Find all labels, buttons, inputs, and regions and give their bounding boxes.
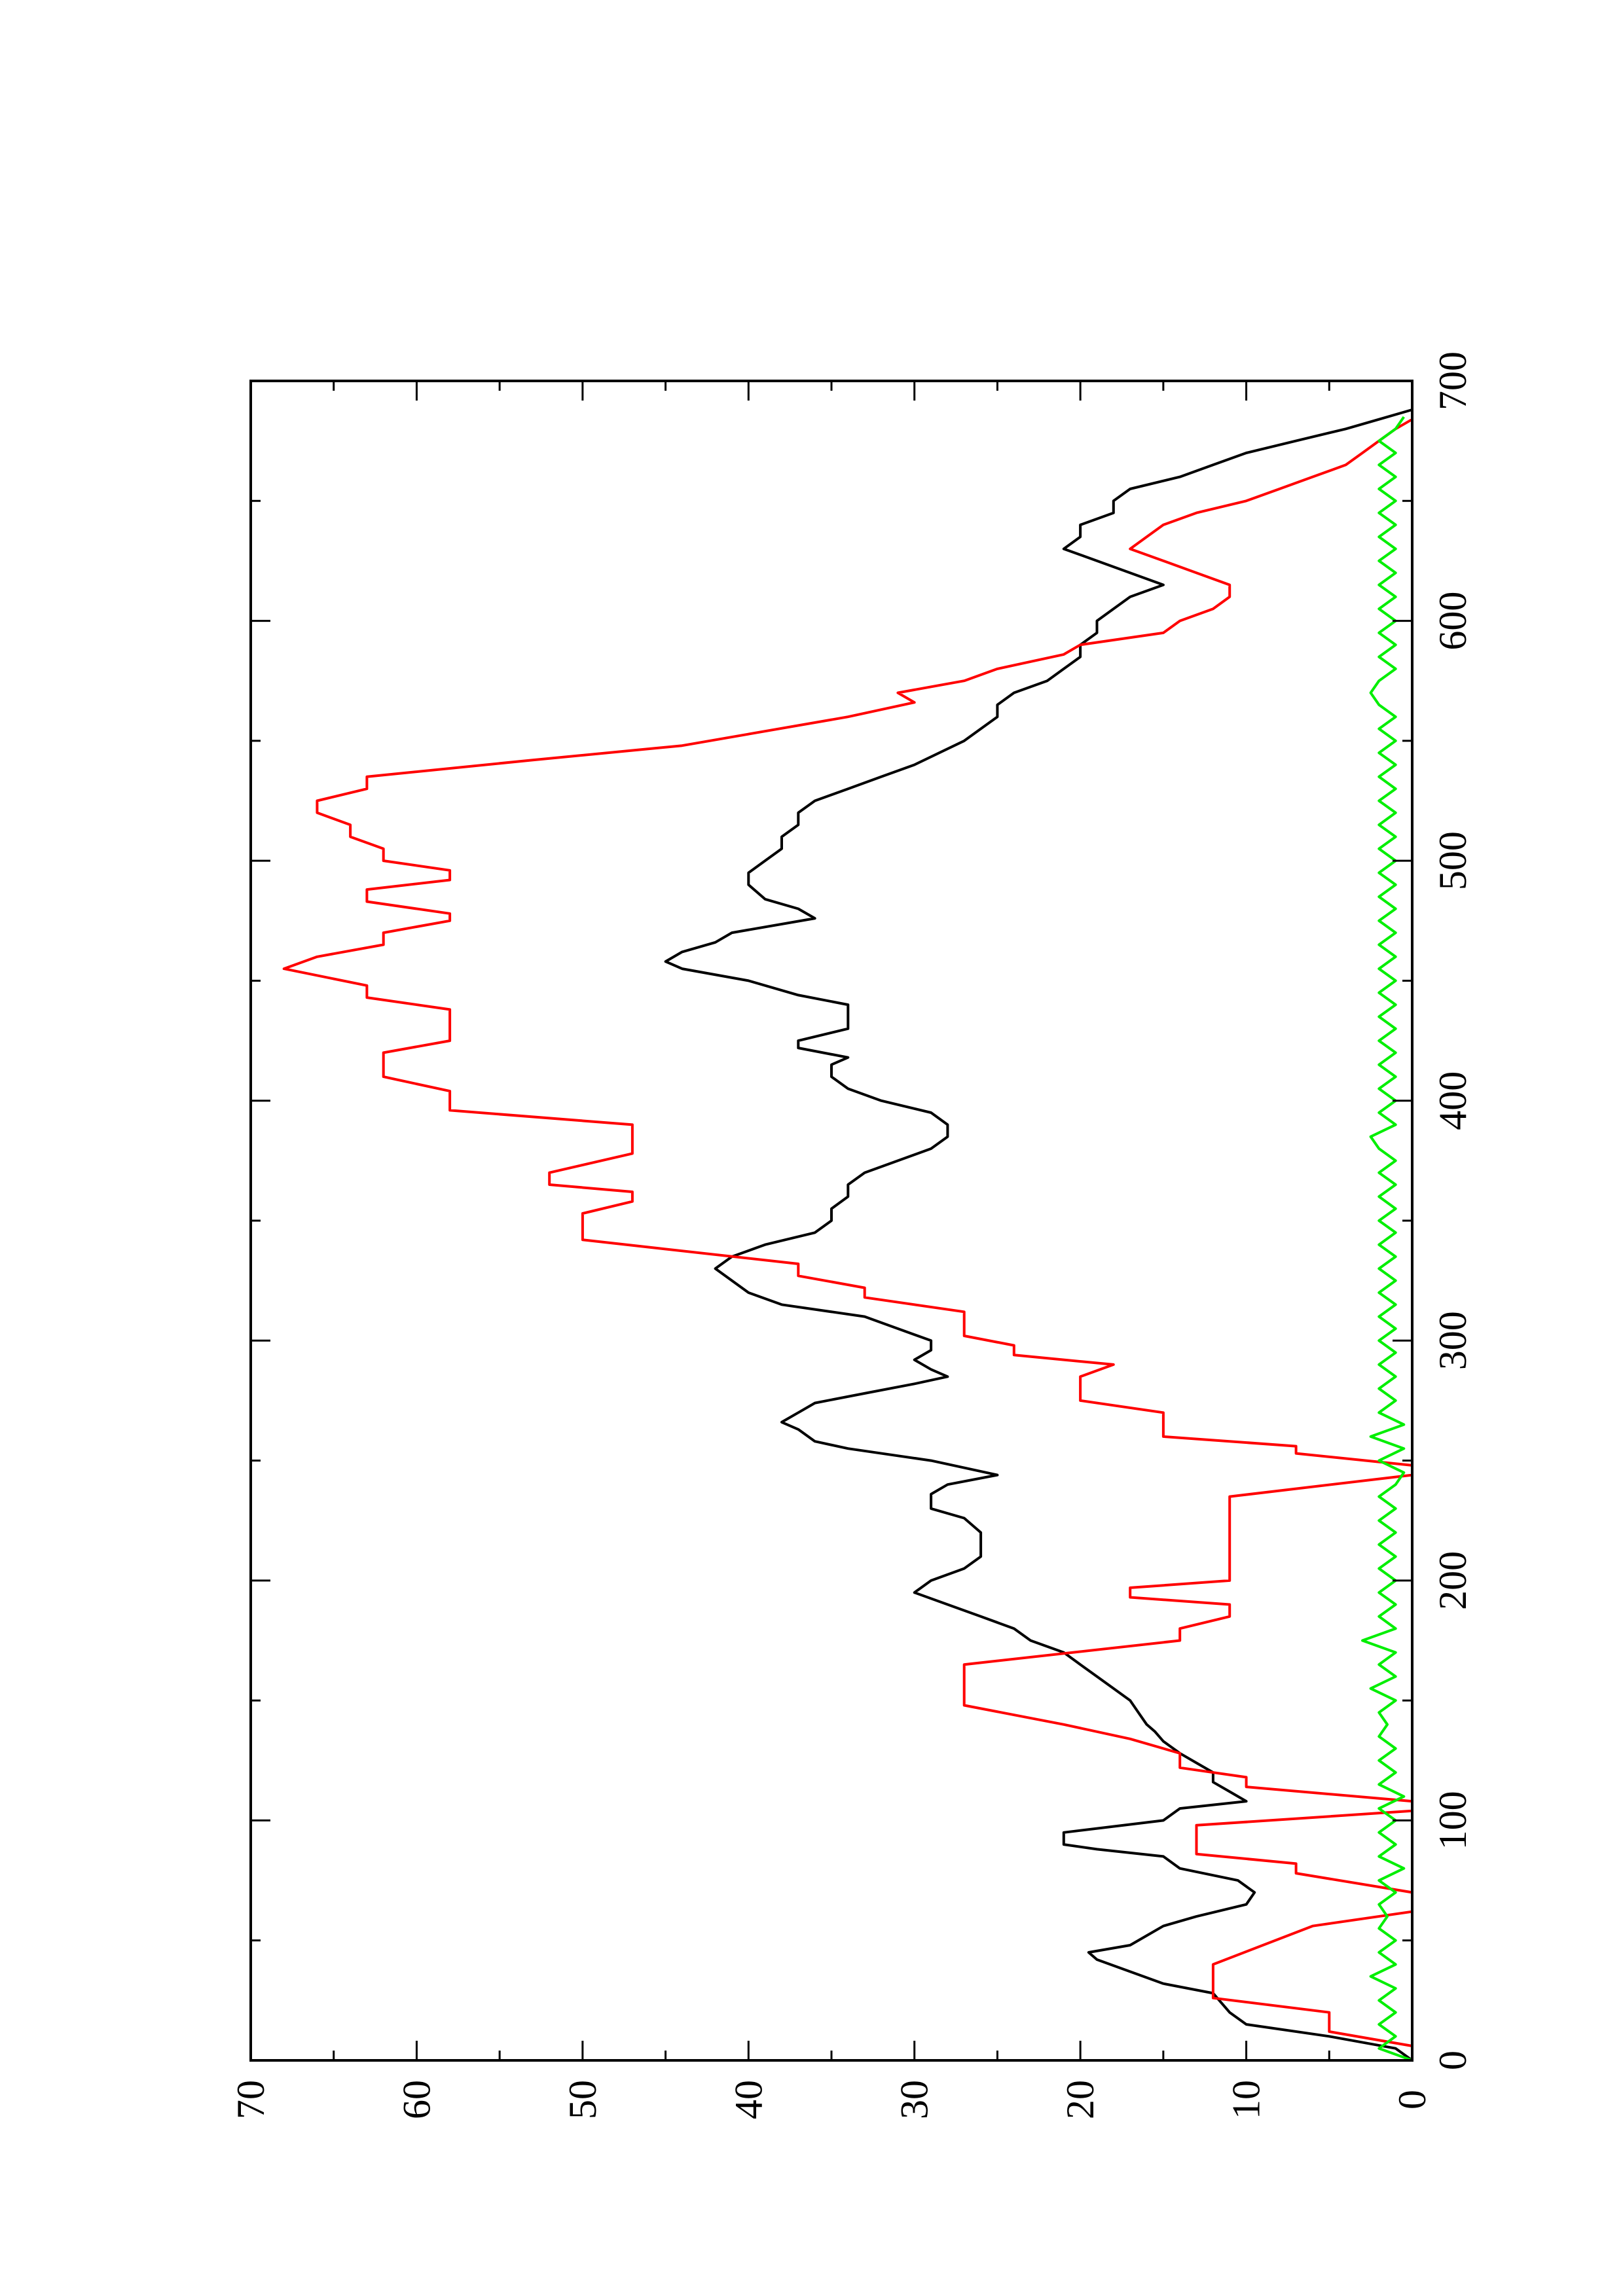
y-tick-label: 50 — [561, 2080, 604, 2119]
x-tick-label: 0 — [1431, 2051, 1474, 2070]
x-tick-label: 400 — [1431, 1071, 1474, 1130]
tick-layer — [249, 380, 1413, 2062]
y-tick-label: 70 — [229, 2080, 272, 2119]
series-line-2 — [282, 410, 1413, 2060]
series-line-1 — [664, 408, 1413, 2062]
y-tick-label: 40 — [727, 2080, 770, 2119]
y-tick-label: 10 — [1225, 2080, 1268, 2119]
y-tick-label: 0 — [1391, 2090, 1434, 2109]
x-tick-label: 200 — [1431, 1551, 1474, 1610]
tick-label-layer: 0 100 200 300 400 500 600 700 0 10 20 30 40 50 60 70 — [229, 351, 1474, 2119]
y-tick-label: 60 — [395, 2080, 438, 2119]
x-tick-label: 700 — [1431, 351, 1474, 410]
series-line-3 — [1361, 416, 1413, 2062]
x-tick-label: 500 — [1431, 831, 1474, 890]
series-layer — [282, 408, 1413, 2062]
x-tick-label: 300 — [1431, 1311, 1474, 1370]
y-tick-label: 30 — [893, 2080, 936, 2119]
y-tick-label: 20 — [1059, 2080, 1102, 2119]
x-tick-label: 100 — [1431, 1791, 1474, 1850]
x-tick-label: 600 — [1431, 592, 1474, 651]
